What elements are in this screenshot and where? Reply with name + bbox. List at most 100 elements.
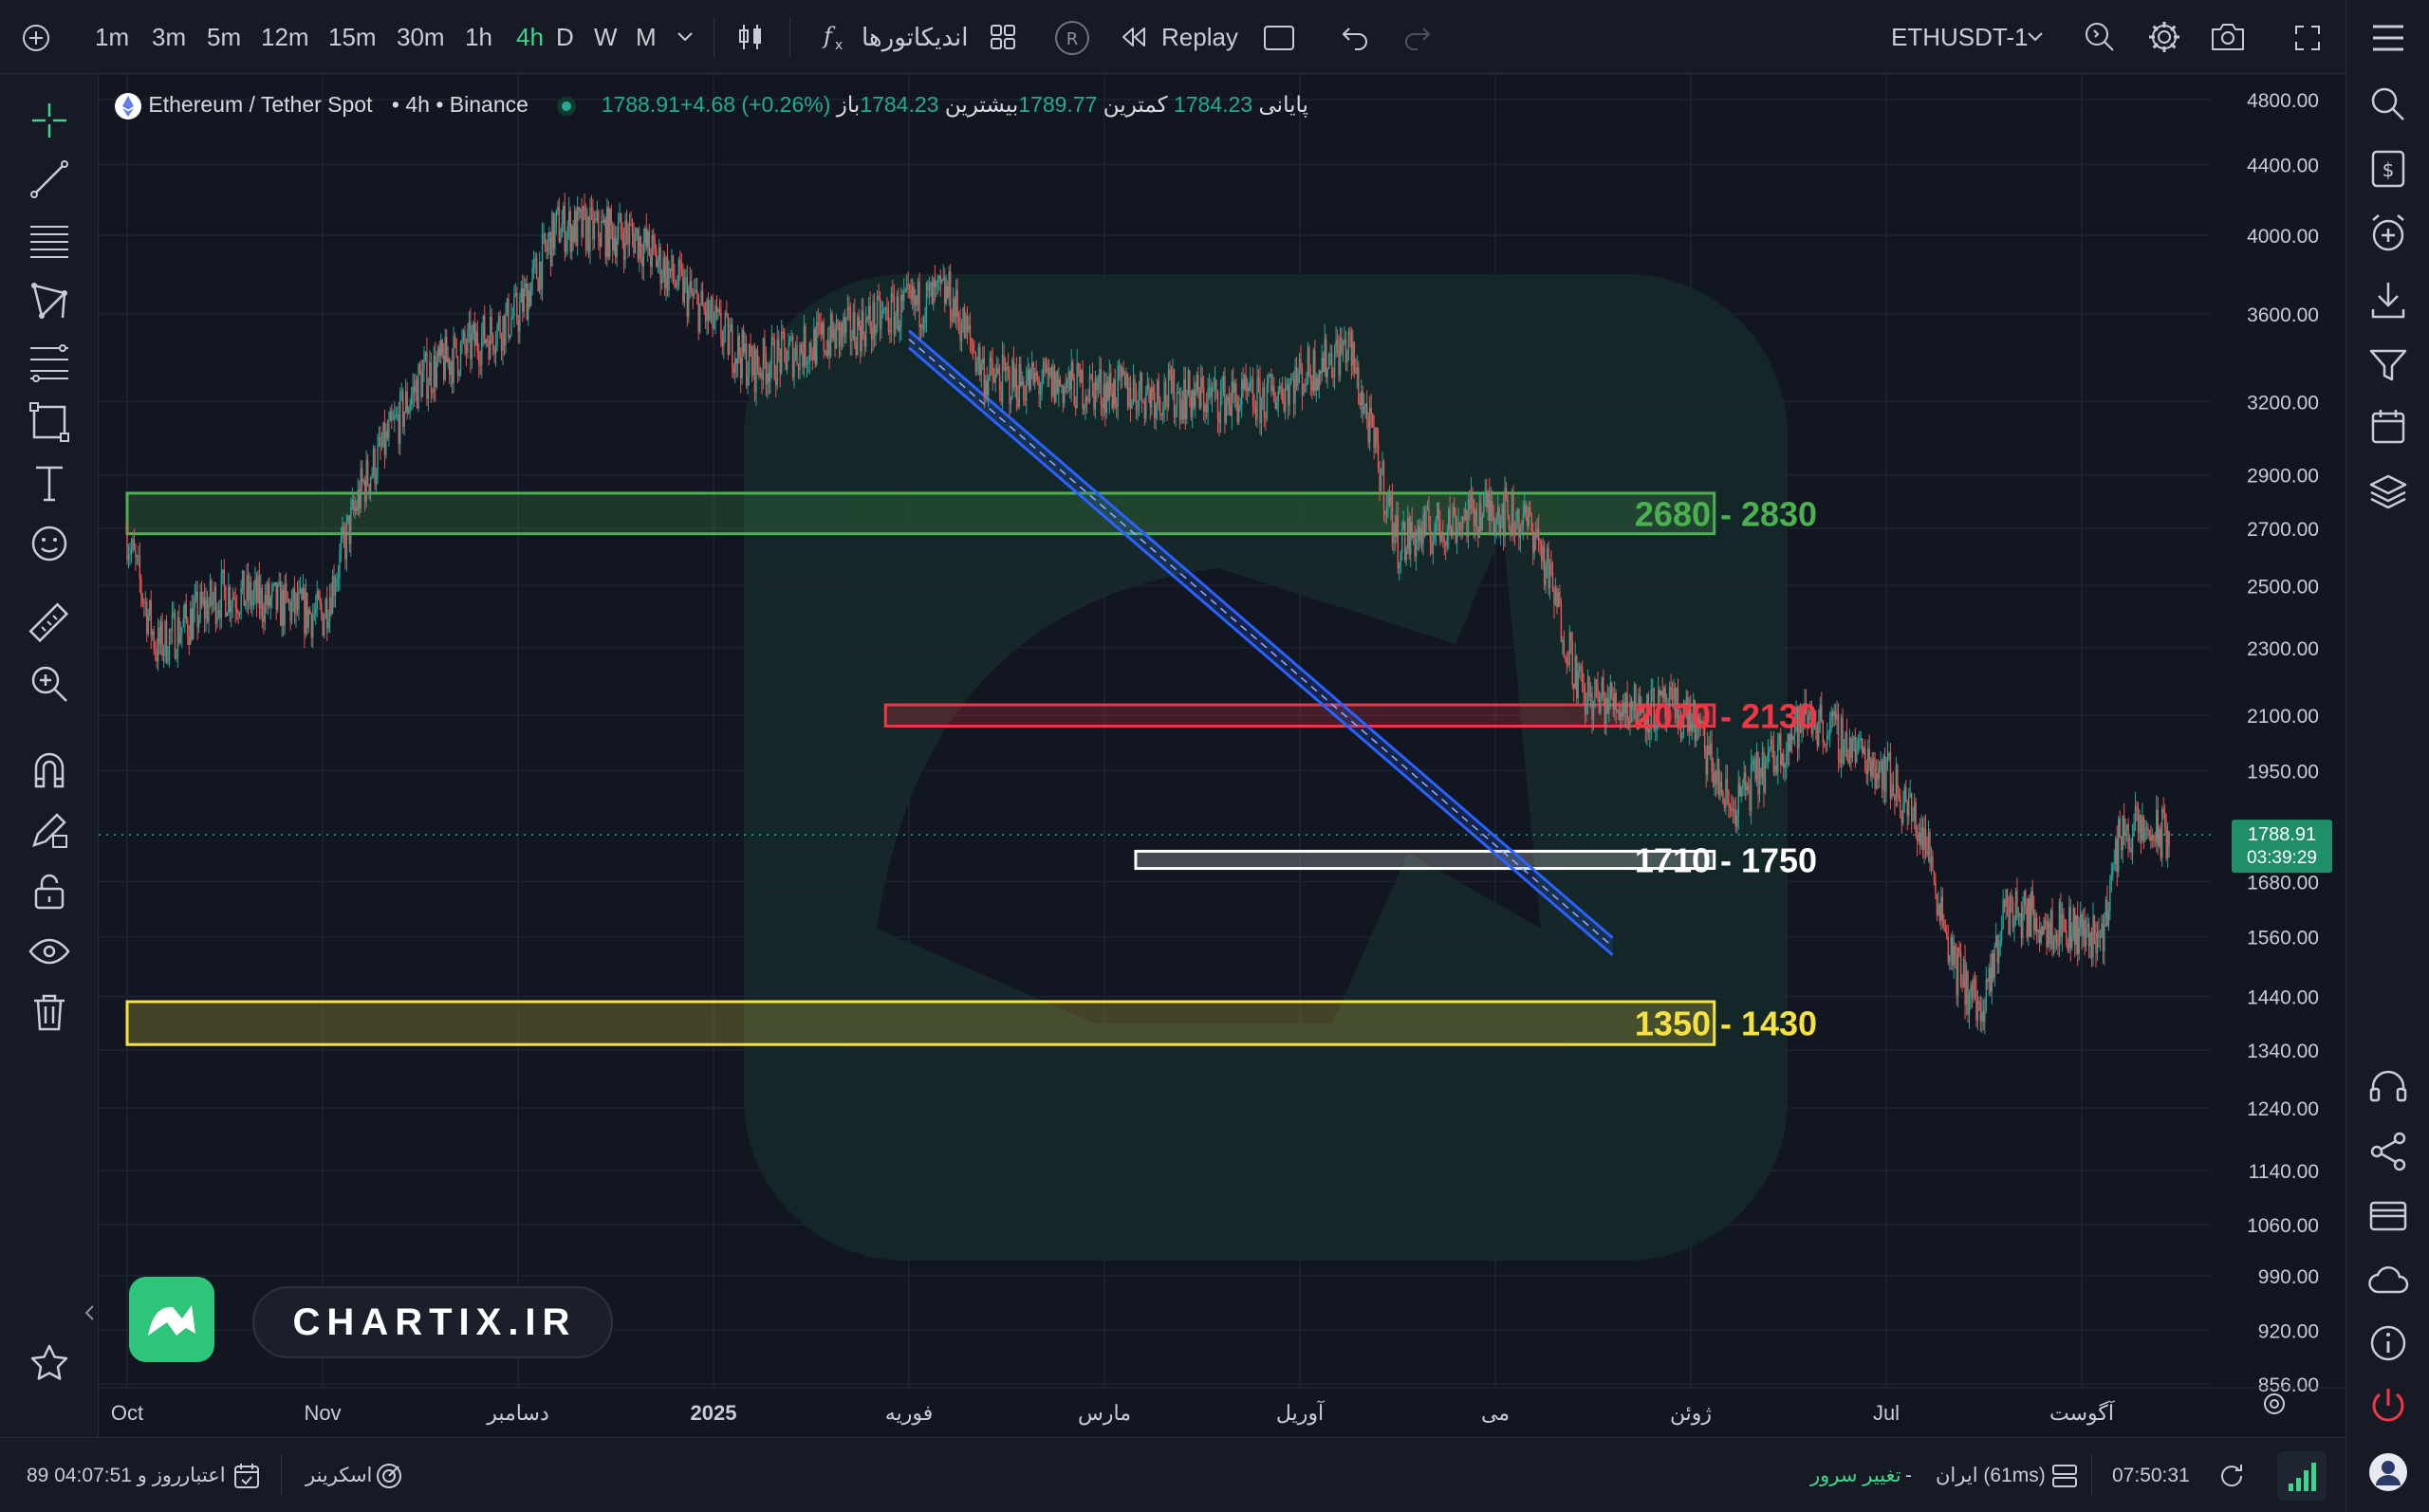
candle-body xyxy=(668,267,670,291)
price-chart[interactable]: 4800.004400.004000.003600.003200.002900.… xyxy=(99,75,2346,1437)
interval-D[interactable]: D xyxy=(556,23,574,51)
power-icon[interactable] xyxy=(2365,1383,2411,1429)
candle-body xyxy=(1609,682,1611,699)
indicators-icon[interactable]: f x xyxy=(822,21,850,53)
download-icon[interactable] xyxy=(2365,277,2411,323)
support-headset-icon[interactable] xyxy=(2365,1064,2411,1110)
server-icon[interactable] xyxy=(2049,1461,2080,1491)
chart-area[interactable]: 4800.00 4400.00 4000.00 3600.00 3200.00 2900.… xyxy=(99,75,2346,1437)
user-avatar-icon[interactable] xyxy=(2365,1449,2411,1495)
text-tool-icon[interactable] xyxy=(27,460,72,506)
candle-body xyxy=(1872,758,1875,766)
zoom-in-icon[interactable] xyxy=(27,661,72,707)
indicators-button[interactable]: اندیکاتورها xyxy=(862,23,969,51)
add-symbol-icon[interactable] xyxy=(21,23,51,53)
refresh-icon[interactable] xyxy=(2216,1461,2247,1491)
candle-body xyxy=(759,372,762,377)
redo-icon[interactable] xyxy=(1402,23,1433,51)
trash-icon[interactable] xyxy=(27,989,72,1035)
time-axis[interactable]: Oct Nov دسامبر 2025 فوریه مارس آوریل می ژوئن Jul آ… xyxy=(99,1387,2346,1426)
interval-12m[interactable]: 12m xyxy=(261,23,309,51)
layers-icon[interactable] xyxy=(2365,469,2411,514)
chevron-down-icon[interactable] xyxy=(2026,30,2045,44)
screener-label[interactable]: اسکرینر xyxy=(306,1465,373,1486)
candle-body xyxy=(451,361,454,383)
layouts-icon[interactable] xyxy=(989,23,1017,51)
candle-body xyxy=(223,569,226,587)
candle-body xyxy=(1902,803,1904,823)
magnet-icon[interactable] xyxy=(27,747,72,792)
interval-1h[interactable]: 1h xyxy=(465,23,492,51)
chevron-down-icon[interactable] xyxy=(676,30,695,44)
quick-search-icon[interactable] xyxy=(2082,19,2118,55)
visibility-icon[interactable] xyxy=(27,929,72,974)
candle-body xyxy=(2107,911,2110,927)
horizontal-lines-icon[interactable] xyxy=(27,217,72,263)
change-server-link[interactable]: تغییر سرور xyxy=(1810,1465,1901,1486)
price-tick-label: 4400.00 xyxy=(2247,155,2319,176)
interval-30m[interactable]: 30m xyxy=(397,23,445,51)
candle-body xyxy=(467,328,469,354)
interval-1m[interactable]: 1m xyxy=(95,23,130,51)
candle-body xyxy=(1679,715,1682,739)
interval-5m[interactable]: 5m xyxy=(207,23,242,51)
drawing-mode-icon[interactable] xyxy=(27,807,72,853)
screener-radar-icon[interactable] xyxy=(374,1461,404,1491)
candle-style-icon[interactable] xyxy=(734,21,767,53)
calendar-check-icon[interactable] xyxy=(232,1461,262,1491)
current-price-box xyxy=(2232,820,2332,874)
undo-icon[interactable] xyxy=(1340,23,1370,51)
dollar-icon[interactable]: $ xyxy=(2365,146,2411,192)
shape-rectangle-icon[interactable] xyxy=(27,399,72,445)
menu-icon[interactable] xyxy=(2365,15,2411,61)
filter-icon[interactable] xyxy=(2365,341,2411,387)
candle-body xyxy=(1993,946,1995,979)
candle-body xyxy=(1982,1011,1985,1023)
add-alert-icon[interactable] xyxy=(2365,211,2411,256)
candle-body xyxy=(158,627,160,645)
settings-gear-icon[interactable] xyxy=(2146,19,2182,55)
camera-icon[interactable] xyxy=(2209,21,2247,53)
ruler-icon[interactable] xyxy=(27,600,72,646)
interval-M[interactable]: M xyxy=(636,23,657,51)
share-icon[interactable] xyxy=(2365,1129,2411,1174)
payment-card-icon[interactable] xyxy=(2365,1193,2411,1239)
interval-3m[interactable]: 3m xyxy=(152,23,187,51)
interval-15m[interactable]: 15m xyxy=(328,23,377,51)
candle-body xyxy=(287,601,290,603)
candle-body xyxy=(1979,1003,1982,1022)
emoji-icon[interactable] xyxy=(27,521,72,566)
pattern-tool-icon[interactable] xyxy=(27,278,72,323)
symbol-name[interactable]: Ethereum / Tether Spot xyxy=(148,92,373,117)
candle-body xyxy=(1050,368,1053,396)
price-axis[interactable]: 4800.004400.004000.003600.003200.002900.… xyxy=(2211,75,2346,1396)
crosshair-icon[interactable] xyxy=(27,98,72,143)
candle-body xyxy=(659,247,661,284)
candle-body xyxy=(1474,509,1476,526)
cloud-icon[interactable] xyxy=(2365,1258,2411,1303)
alert-badge-icon[interactable]: R xyxy=(1053,19,1091,57)
trend-line-icon[interactable] xyxy=(27,157,72,202)
symbol-selector[interactable]: ETHUSDT-1 xyxy=(1891,23,2029,51)
calendar-icon[interactable] xyxy=(2365,404,2411,450)
candle-body xyxy=(572,226,574,242)
fib-retracement-icon[interactable] xyxy=(27,339,72,384)
favorites-star-icon[interactable] xyxy=(27,1340,72,1386)
replay-icon[interactable] xyxy=(1120,25,1148,49)
collapse-arrow-icon[interactable] xyxy=(80,1299,99,1327)
replay-button[interactable]: Replay xyxy=(1161,23,1238,51)
interval-4h[interactable]: 4h xyxy=(516,23,544,51)
interval-W[interactable]: W xyxy=(594,23,618,51)
rectangle-tool-icon[interactable] xyxy=(1262,23,1296,53)
info-icon[interactable] xyxy=(2365,1320,2411,1366)
candle-body xyxy=(1901,817,1903,823)
candle-body xyxy=(1082,370,1084,410)
fullscreen-icon[interactable] xyxy=(2292,23,2323,53)
lock-icon[interactable] xyxy=(27,868,72,913)
candle-body xyxy=(1842,717,1844,765)
candle-body xyxy=(1507,499,1509,515)
descending-trendline[interactable] xyxy=(908,329,1614,956)
axis-settings-icon[interactable] xyxy=(2264,1393,2285,1414)
search-icon[interactable] xyxy=(2365,82,2411,127)
candle-body xyxy=(2165,827,2167,858)
